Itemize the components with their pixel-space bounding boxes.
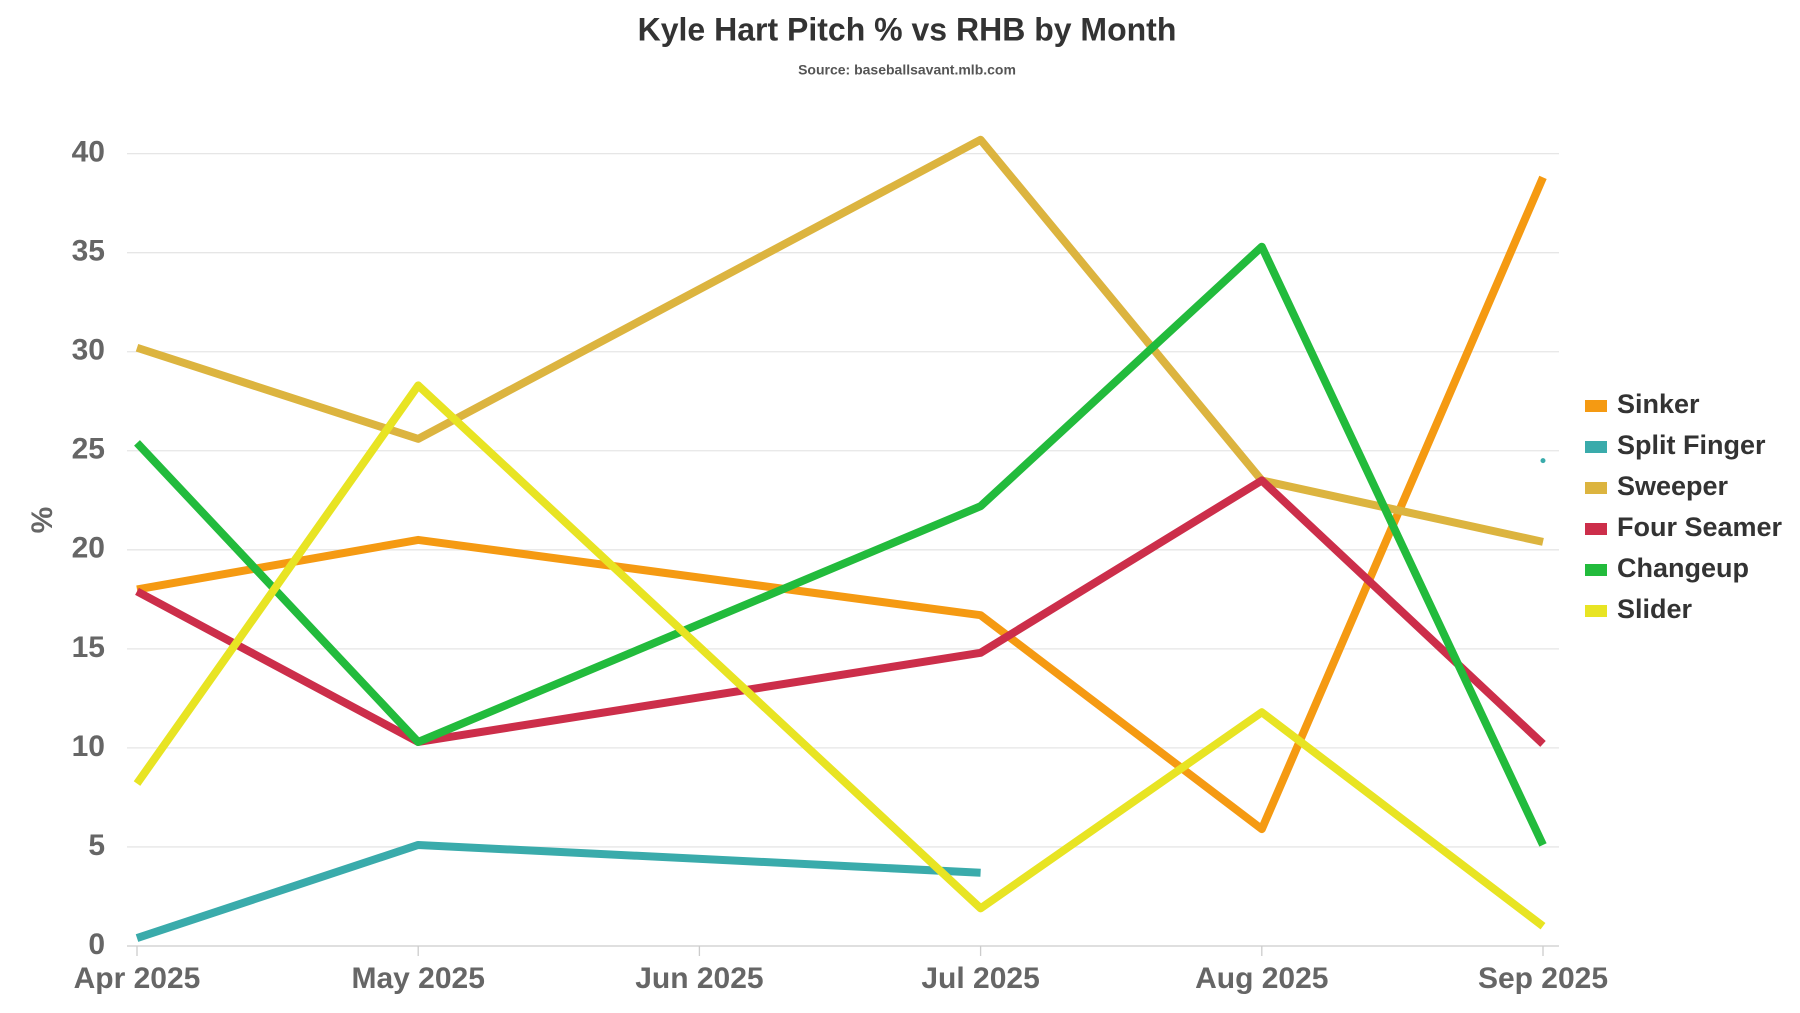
legend-label: Four Seamer: [1617, 512, 1783, 542]
x-tick-label: Apr 2025: [74, 962, 201, 995]
legend-swatch: [1585, 400, 1607, 412]
y-tick-label: 5: [88, 829, 105, 862]
legend-label: Changeup: [1617, 553, 1749, 583]
legend-swatch: [1585, 605, 1607, 617]
x-tick-label: May 2025: [351, 962, 484, 995]
x-tick-label: Jul 2025: [921, 962, 1039, 995]
series-line: [133, 381, 1546, 930]
y-tick-label: 40: [72, 136, 105, 169]
x-tick-label: Sep 2025: [1478, 962, 1608, 995]
legend-label: Split Finger: [1617, 430, 1766, 460]
legend-label: Slider: [1617, 594, 1693, 624]
y-tick-label: 35: [72, 235, 105, 268]
y-axis-label: %: [26, 507, 59, 534]
legend-label: Sweeper: [1617, 471, 1729, 501]
series-line: [135, 476, 1546, 747]
chart-title: Kyle Hart Pitch % vs RHB by Month: [638, 11, 1177, 47]
series-line: [136, 175, 1547, 834]
legend-swatch: [1585, 441, 1607, 453]
legend-swatch: [1585, 564, 1607, 576]
y-tick-label: 0: [88, 928, 105, 961]
series-line: [135, 135, 1544, 546]
y-tick-label: 15: [72, 631, 105, 664]
legend-swatch: [1585, 523, 1607, 535]
series-line: [134, 242, 1547, 847]
x-tick-label: Jun 2025: [635, 962, 763, 995]
series-point: [1540, 458, 1546, 464]
series-line: [135, 840, 981, 942]
legend-swatch: [1585, 482, 1607, 494]
y-tick-label: 10: [72, 730, 105, 763]
y-tick-label: 25: [72, 433, 105, 466]
chart-subtitle: Source: baseballsavant.mlb.com: [798, 62, 1016, 78]
x-tick-label: Aug 2025: [1195, 962, 1328, 995]
legend-label: Sinker: [1617, 389, 1700, 419]
y-tick-label: 30: [72, 334, 105, 367]
y-tick-label: 20: [72, 532, 105, 565]
